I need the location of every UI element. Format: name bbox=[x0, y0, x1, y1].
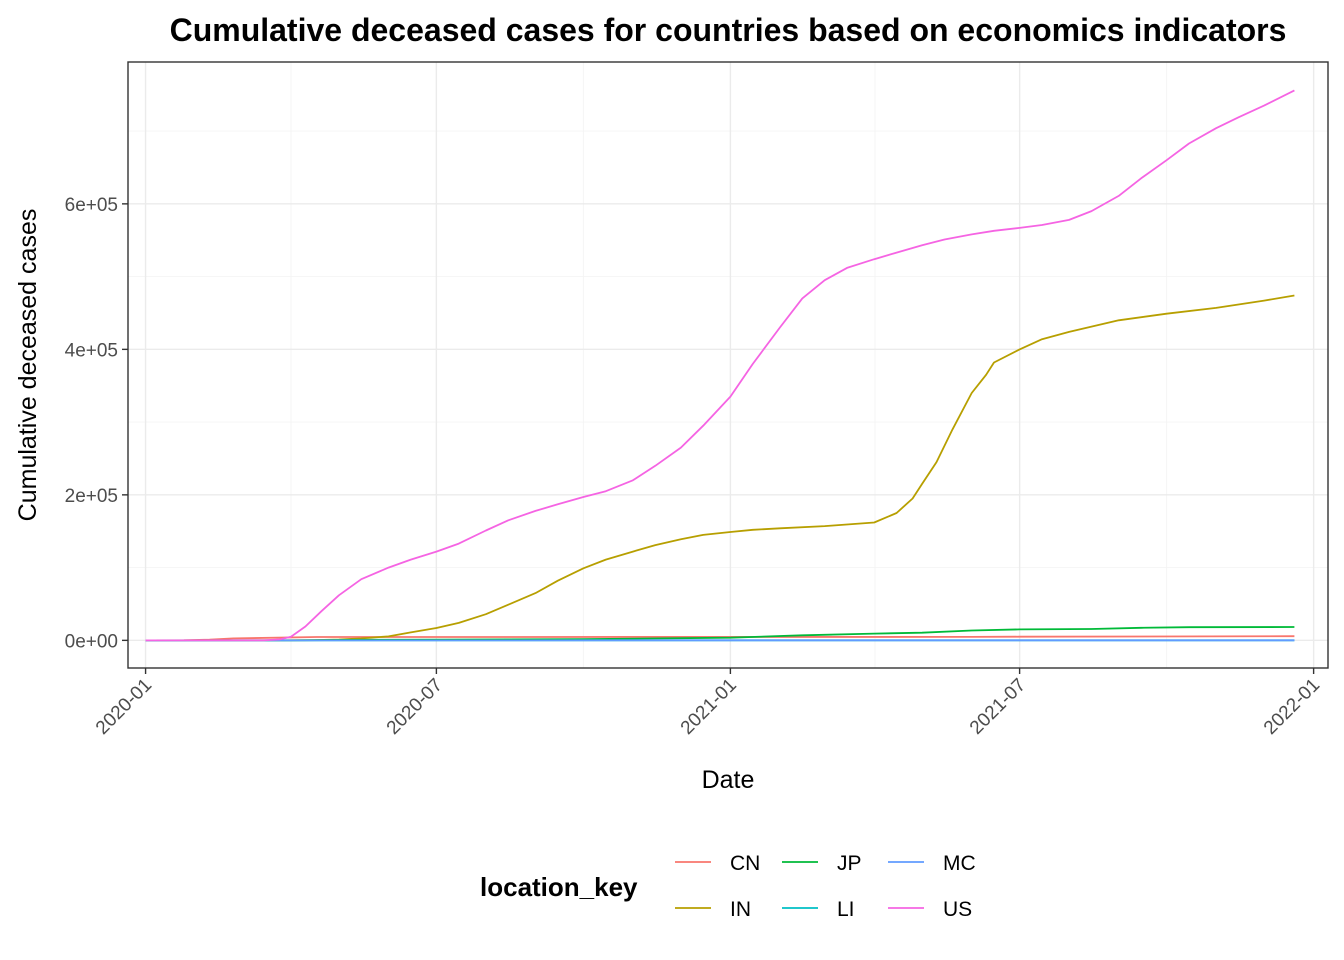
series-line-us bbox=[145, 89, 1295, 642]
legend-label-cn: CN bbox=[730, 852, 760, 875]
x-tick-label: 2021-07 bbox=[966, 675, 1030, 739]
x-tick-label: 2020-01 bbox=[92, 675, 156, 739]
series-group bbox=[145, 89, 1295, 642]
series-line-in bbox=[145, 294, 1295, 642]
series-line-jp bbox=[145, 626, 1295, 642]
grid bbox=[128, 62, 1328, 668]
legend-label-mc: MC bbox=[943, 852, 976, 875]
panel-border bbox=[127, 61, 1329, 669]
y-axis-title: Cumulative deceased cases bbox=[14, 209, 42, 522]
y-tick-label: 4e+05 bbox=[65, 340, 118, 361]
chart-title: Cumulative deceased cases for countries … bbox=[170, 12, 1287, 48]
legend-label-us: US bbox=[943, 898, 972, 921]
x-tick-label: 2021-01 bbox=[677, 675, 741, 739]
x-tick-label: 2022-01 bbox=[1260, 675, 1324, 739]
y-tick-label: 6e+05 bbox=[65, 195, 118, 216]
legend-title: location_key bbox=[480, 872, 638, 902]
legend-label-li: LI bbox=[837, 898, 855, 921]
legend-label-jp: JP bbox=[837, 852, 862, 875]
legend-label-in: IN bbox=[730, 898, 751, 921]
x-axis-title: Date bbox=[702, 766, 755, 794]
x-axis: 2020-01 2020-07 2021-01 2021-07 2022-01 bbox=[92, 668, 1324, 739]
y-tick-label: 2e+05 bbox=[65, 486, 118, 507]
legend: location_key CN IN JP LI MC US bbox=[480, 852, 976, 921]
y-axis: 0e+00 2e+05 4e+05 6e+05 bbox=[65, 195, 128, 652]
y-tick-label: 0e+00 bbox=[65, 631, 118, 652]
x-tick-label: 2020-07 bbox=[383, 675, 447, 739]
